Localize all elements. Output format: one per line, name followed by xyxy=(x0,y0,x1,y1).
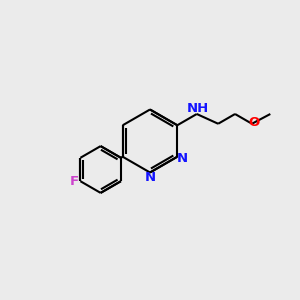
Text: NH: NH xyxy=(187,102,209,115)
Text: N: N xyxy=(177,152,188,165)
Text: N: N xyxy=(144,171,156,184)
Text: O: O xyxy=(249,116,260,129)
Text: F: F xyxy=(70,175,79,188)
